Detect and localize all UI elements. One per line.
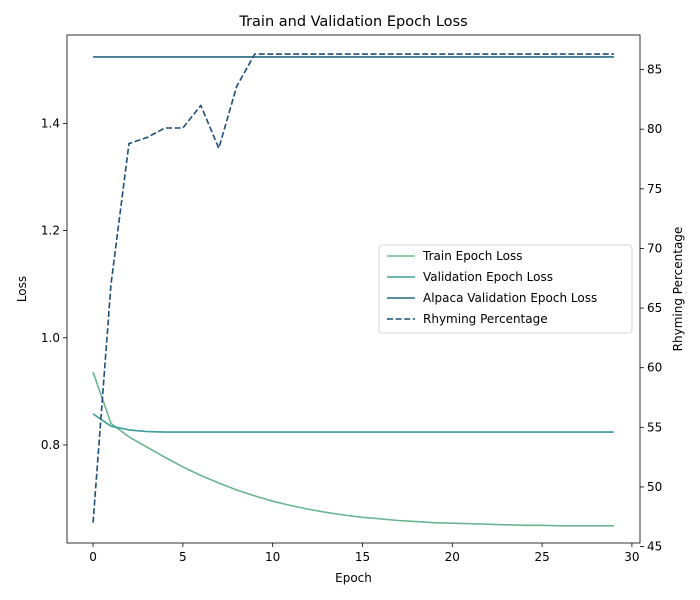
x-tick-label: 15 <box>355 550 370 564</box>
y-tick-label: 1.4 <box>41 116 60 130</box>
x-tick-label: 0 <box>89 550 97 564</box>
y-axis-left: 0.8 1.0 1.2 1.4 <box>41 116 67 452</box>
x-axis-label: Epoch <box>335 571 372 585</box>
y2-tick-label: 45 <box>647 540 662 554</box>
x-tick-label: 10 <box>265 550 280 564</box>
y-axis-label: Loss <box>15 276 29 302</box>
y2-tick-label: 55 <box>647 420 662 434</box>
y-tick-label: 0.8 <box>41 438 60 452</box>
legend-entry-label: Alpaca Validation Epoch Loss <box>423 291 597 305</box>
series-line-2 <box>92 413 614 433</box>
chart-title: Train and Validation Epoch Loss <box>238 14 467 30</box>
y2-tick-label: 60 <box>647 361 662 375</box>
legend-entry-label: Validation Epoch Loss <box>423 270 553 284</box>
y2-tick-label: 50 <box>647 480 662 494</box>
y2-tick-label: 65 <box>647 301 662 315</box>
legend-entry-label: Rhyming Percentage <box>423 312 548 326</box>
x-tick-label: 25 <box>534 550 549 564</box>
legend: Train Epoch Loss Validation Epoch Loss Alp… <box>378 244 633 334</box>
plot-lines <box>92 53 614 527</box>
y-tick-label: 1.0 <box>41 331 60 345</box>
y2-tick-label: 85 <box>647 63 662 77</box>
y2-tick-label: 75 <box>647 182 662 196</box>
legend-box <box>378 244 633 334</box>
legend-entry-label: Train Epoch Loss <box>422 249 523 263</box>
x-tick-label: 20 <box>445 550 460 564</box>
y2-axis-label: Rhyming Percentage <box>671 227 685 352</box>
y2-tick-label: 80 <box>647 122 662 136</box>
y2-tick-label: 70 <box>647 241 662 255</box>
y-axis-right: 45 50 55 60 65 70 75 80 85 <box>640 63 662 554</box>
y-tick-label: 1.2 <box>41 224 60 238</box>
x-tick-label: 30 <box>624 550 639 564</box>
x-tick-label: 5 <box>179 550 187 564</box>
x-axis: 0 5 10 15 20 25 30 <box>89 543 640 564</box>
plot-frame <box>66 34 641 544</box>
series-line-1 <box>92 371 614 527</box>
series-line-4 <box>92 53 614 523</box>
